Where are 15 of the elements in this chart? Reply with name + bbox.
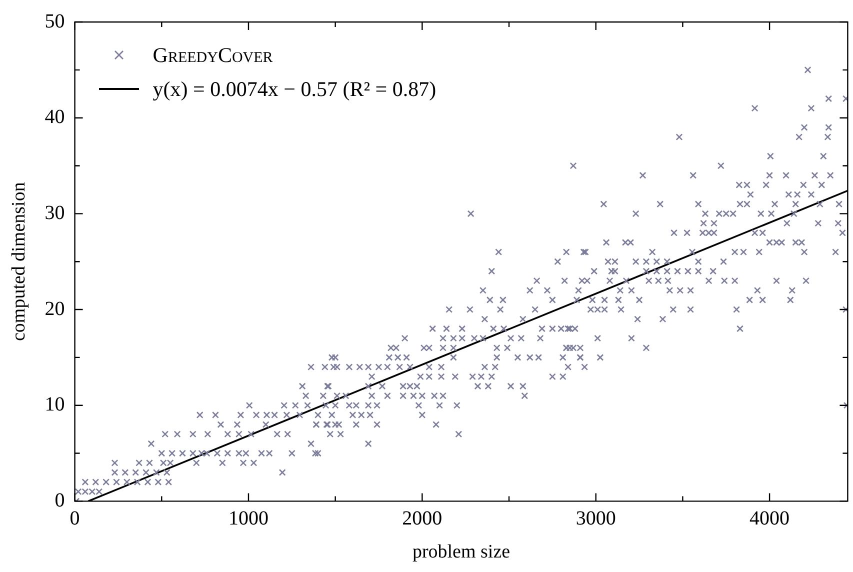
y-tick-label: 40 [44,106,65,128]
y-tick-label: 10 [44,394,65,416]
y-tick-label: 0 [54,489,65,512]
legend-label: y(x) = 0.0074x − 0.57 (R² = 0.87) [152,76,436,103]
x-tick-label: 4000 [750,507,790,530]
y-tick-label: 30 [44,202,65,224]
y-tick-label: 50 [44,10,65,32]
x-tick-label: 1000 [228,507,268,530]
x-tick-label: 0 [70,507,80,530]
x-axis-title: problem size [412,542,510,563]
x-tick-label: 2000 [402,507,442,530]
legend-label: GreedyCover [152,42,273,69]
x-tick-label: 3000 [576,507,616,530]
y-axis-title: computed dimension [8,182,30,342]
y-tick-label: 20 [44,298,65,320]
